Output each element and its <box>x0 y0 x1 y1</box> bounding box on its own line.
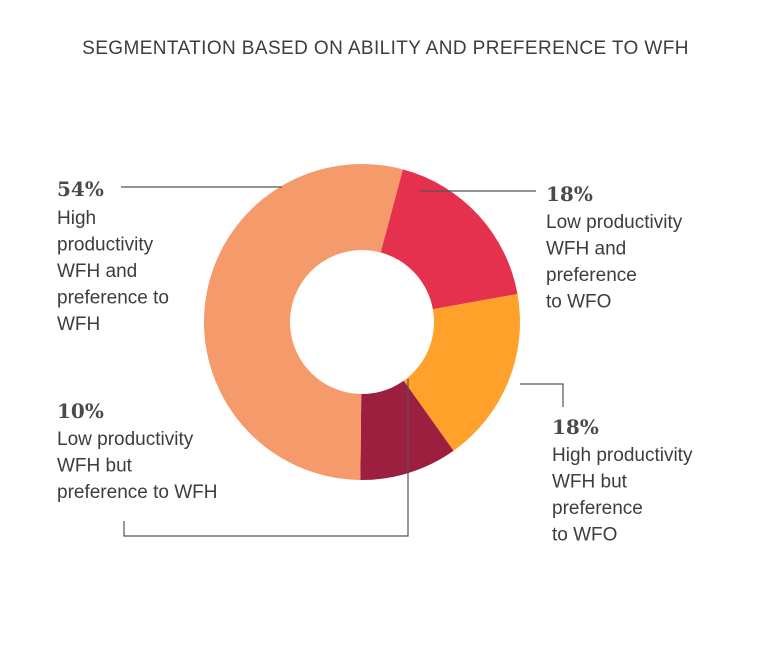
slice-label-line: preference to WFH <box>57 482 218 503</box>
slice-label-line: productivity <box>57 235 154 256</box>
slice-high-prod-pref-wfh <box>204 164 403 480</box>
slice-label-line: preference <box>552 498 643 519</box>
slice-low-prod-pref-wfo <box>380 169 518 310</box>
slice-high-prod-pref-wfo <box>403 294 521 451</box>
slice-label-line: Low productivity <box>57 429 194 450</box>
leader-high-prod-pref-wfo <box>520 383 564 407</box>
slice-label-line: WFH <box>57 314 100 335</box>
donut-slices <box>204 164 521 481</box>
slice-label-line: High <box>57 208 96 229</box>
slice-percent: 18% <box>552 415 599 439</box>
slice-label-line: to WFO <box>552 525 617 546</box>
slice-label-line: preference <box>546 265 637 286</box>
slice-label-line: WFH but <box>552 472 628 493</box>
slice-label-line: WFH but <box>57 456 133 477</box>
slice-label-line: WFH and <box>546 239 626 260</box>
label-high-prod-pref-wfh: 54% High productivity WFH and preference to W… <box>57 177 169 335</box>
slice-percent: 10% <box>57 399 104 423</box>
slice-label-line: Low productivity <box>546 212 683 233</box>
slice-label-line: preference to <box>57 288 169 309</box>
slice-label-line: to WFO <box>546 292 611 313</box>
leader-lines <box>121 186 564 537</box>
label-low-prod-pref-wfo: 18% Low productivity WFH and preference to W… <box>546 182 683 313</box>
slice-label-line: High productivity <box>552 445 693 466</box>
slice-percent: 18% <box>546 182 593 206</box>
slice-low-prod-pref-wfh <box>360 380 454 481</box>
leader-low-prod-pref-wfh <box>123 379 409 537</box>
label-high-prod-pref-wfo: 18% High productivity WFH but preference to … <box>552 415 693 546</box>
slice-label-line: WFH and <box>57 261 137 282</box>
label-low-prod-pref-wfh: 10% Low productivity WFH but preference to … <box>57 399 218 503</box>
slice-labels: 18% Low productivity WFH and preference to W… <box>57 177 693 546</box>
chart-title: SEGMENTATION BASED ON ABILITY AND PREFER… <box>82 38 689 59</box>
slice-percent: 54% <box>57 177 104 201</box>
